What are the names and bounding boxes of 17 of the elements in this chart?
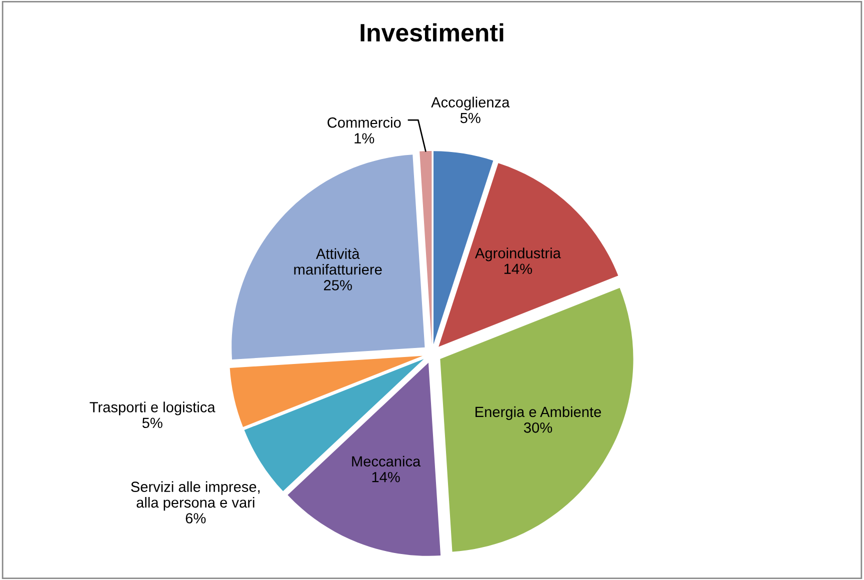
- slice-label: Attività manifatturiere: [294, 248, 382, 275]
- data-label: 30%: [524, 422, 552, 433]
- data-label: 1%: [354, 133, 374, 144]
- data-label: 5%: [142, 418, 162, 428]
- slice-label: Accoglienza: [431, 96, 510, 110]
- slice-label: Agroindustria: [475, 248, 561, 262]
- data-label: 5%: [460, 112, 480, 124]
- slice-label: Meccanica: [352, 456, 421, 467]
- chart-title: Investimenti: [360, 23, 504, 42]
- slice-label: Energia e Ambiente: [476, 406, 601, 420]
- data-label: 25%: [324, 280, 352, 290]
- slice-label: Trasporti e logistica: [90, 402, 216, 416]
- data-label: 14%: [504, 264, 532, 274]
- slice-label: Servizi alle imprese, alla persona e vari: [131, 481, 260, 511]
- data-label: 14%: [372, 472, 400, 482]
- data-label: 6%: [186, 513, 206, 524]
- slice-label: Commercio: [328, 117, 401, 128]
